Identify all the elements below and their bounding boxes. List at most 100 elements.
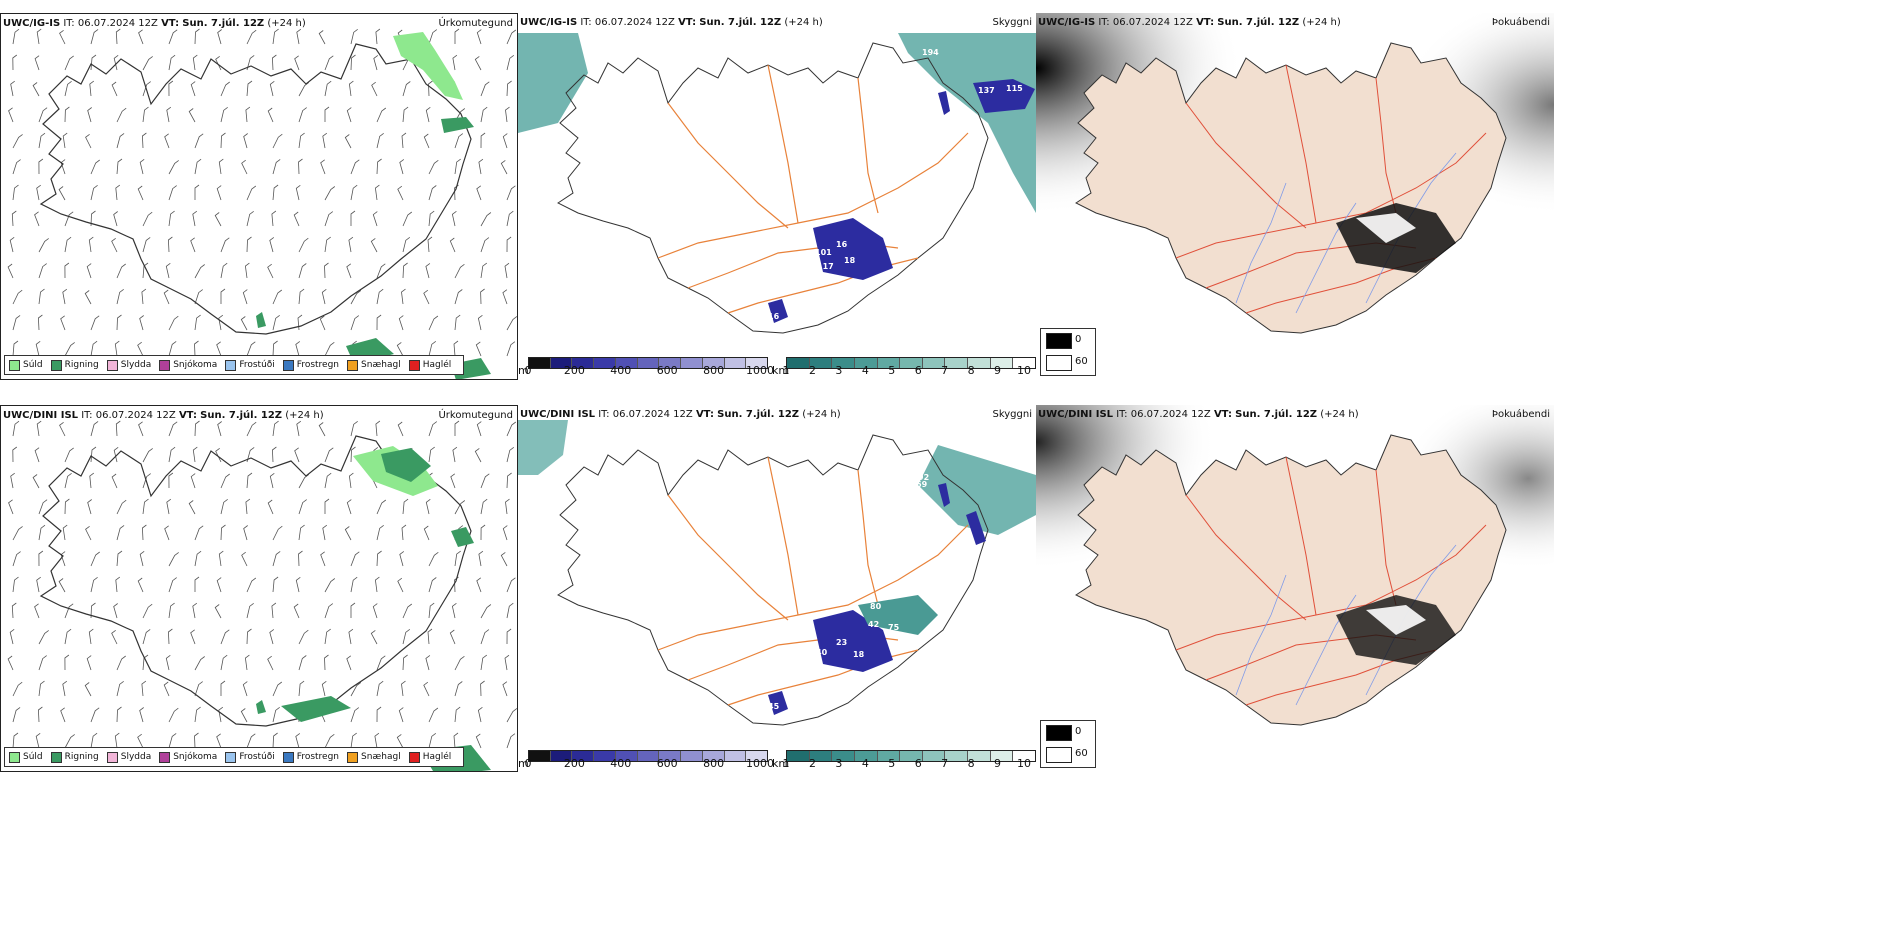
panel-type-label: Skyggni — [992, 17, 1032, 28]
wind-barb — [344, 526, 352, 541]
wind-barb — [348, 472, 354, 489]
wind-barb — [272, 420, 279, 437]
wind-barb — [220, 498, 228, 515]
wind-barb — [38, 499, 48, 515]
wind-barb — [319, 315, 326, 331]
wind-barb — [480, 237, 490, 253]
wind-barb — [164, 133, 170, 149]
colorbar-cell — [724, 751, 747, 761]
wind-barb — [452, 54, 458, 71]
wind-barb — [194, 706, 201, 723]
wind-barb — [267, 499, 274, 515]
colorbar-tick-label: 2 — [808, 757, 816, 770]
wind-barb — [269, 80, 275, 97]
wind-barb — [244, 654, 250, 671]
wind-barb — [480, 498, 488, 515]
precip-legend-item: Frostregn — [282, 751, 340, 763]
wind-barb — [141, 288, 147, 305]
wind-barb — [64, 628, 72, 645]
colorbar-tick-label: 200 — [563, 757, 585, 770]
road-line — [1375, 469, 1397, 606]
wind-barb — [295, 733, 301, 749]
fog-legend-swatch-0 — [1046, 333, 1072, 349]
wind-barb — [350, 602, 356, 618]
wind-barb — [194, 576, 200, 592]
wind-barb — [502, 133, 508, 149]
wind-barb — [269, 472, 275, 489]
wind-barb — [116, 680, 124, 697]
wind-barb — [350, 184, 358, 201]
wind-barb — [38, 524, 46, 541]
colorbar-cell — [832, 358, 855, 368]
wind-barb — [324, 603, 334, 619]
cloudbase-colorbar-bottom — [528, 750, 768, 762]
wind-barb — [38, 288, 45, 305]
wind-barb — [449, 237, 456, 253]
colorbar-cell — [702, 751, 725, 761]
wind-barb — [34, 603, 40, 619]
wind-barb — [194, 158, 202, 175]
wind-barb — [34, 211, 40, 227]
wind-barb — [454, 158, 461, 175]
wind-barb — [506, 341, 516, 357]
wind-barb — [480, 524, 486, 541]
wind-barb — [296, 28, 302, 45]
colorbar-tick-label: 2 — [808, 364, 816, 377]
legend-swatch — [159, 359, 171, 371]
legend-label: Haglél — [422, 752, 452, 762]
precip-type-panel-bottom: UWC/DINI ISL IT: 06.07.2024 12Z VT: Sun.… — [0, 405, 518, 772]
wind-barb — [89, 80, 95, 97]
wind-barb — [217, 421, 222, 437]
wind-barb — [374, 184, 380, 201]
wind-barb — [506, 54, 515, 71]
wind-barb — [220, 288, 226, 304]
wind-barb — [245, 106, 251, 123]
legend-swatch — [9, 751, 20, 763]
wind-barb — [324, 55, 334, 71]
wind-barb — [298, 107, 307, 123]
legend-label: Frostregn — [296, 752, 340, 762]
wind-barb — [8, 107, 14, 123]
wind-barb — [318, 30, 326, 45]
legend-swatch — [282, 751, 294, 763]
fog-legend: 0 60 — [1040, 328, 1096, 376]
colorbar-cell — [681, 358, 703, 368]
wind-barb — [116, 550, 123, 567]
wind-barb — [216, 733, 222, 749]
legend-label: Rigning — [64, 360, 99, 370]
wind-barb — [428, 707, 439, 723]
legend-label: Haglél — [422, 360, 452, 370]
wind-barb — [85, 525, 92, 541]
precip-legend-item: Frostregn — [282, 359, 339, 371]
wind-barb — [451, 602, 457, 619]
panel-title: UWC/IG-IS IT: 06.07.2024 12Z VT: Sun. 7.… — [520, 17, 823, 28]
wind-barb — [218, 158, 224, 175]
wind-barb — [87, 499, 92, 515]
precip-legend-item: Súld — [9, 751, 43, 763]
road-line — [1375, 77, 1397, 214]
wind-barb — [12, 526, 23, 541]
colorbar-cell — [702, 358, 725, 368]
wind-barb — [86, 263, 92, 279]
colorbar-cell — [990, 751, 1014, 761]
wind-barb — [58, 578, 66, 593]
wind-barb — [350, 420, 358, 437]
wind-barb — [38, 263, 47, 279]
wind-barb — [168, 54, 176, 71]
colorbar-cell — [945, 358, 969, 368]
colorbar-tick-label: 7 — [941, 757, 949, 770]
precip-map — [7, 28, 517, 379]
fog-legend: 0 60 — [1040, 720, 1096, 768]
wind-barb — [142, 211, 153, 227]
wind-barb — [500, 160, 508, 175]
fog-legend-swatch-1 — [1046, 355, 1072, 371]
cloudbase-ticks-bottom: 0 200 400 600 800 1000 — [525, 757, 775, 771]
wind-barb — [64, 447, 74, 463]
wind-barb — [346, 499, 352, 515]
wind-barb — [8, 499, 14, 515]
road-line — [1285, 64, 1317, 224]
wind-barb — [113, 54, 119, 71]
wind-barb — [64, 211, 74, 227]
wind-barb — [218, 314, 224, 331]
colorbar-cell — [550, 751, 573, 761]
